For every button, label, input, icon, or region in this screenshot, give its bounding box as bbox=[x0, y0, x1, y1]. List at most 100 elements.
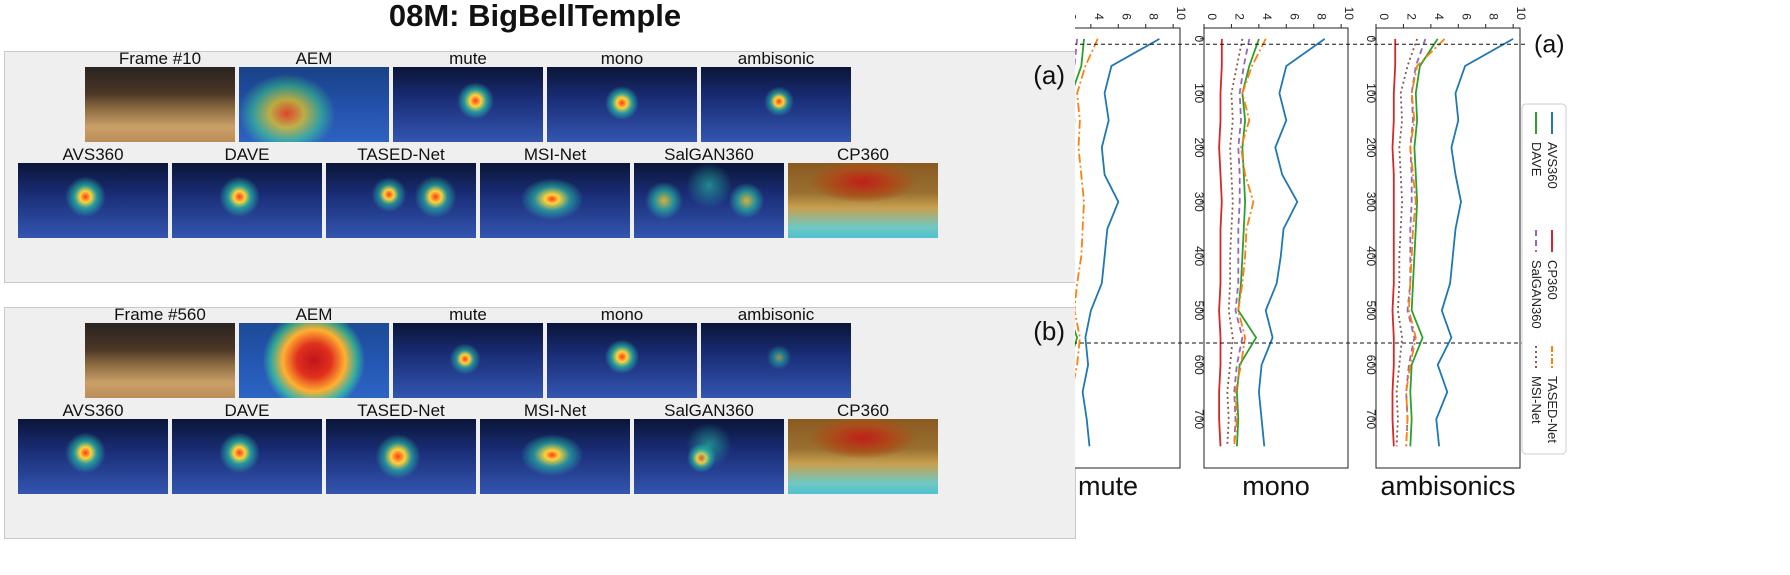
panel-a: (a) Frame #10 AEM mute mono ambisonic AV… bbox=[4, 49, 1076, 283]
plot-frame bbox=[1203, 27, 1349, 469]
series-line-msi-net bbox=[1226, 38, 1244, 447]
aem-label: AEM bbox=[295, 49, 333, 68]
salgan360-saliency-map bbox=[634, 419, 784, 494]
y-tick-label: 0 bbox=[1364, 36, 1378, 43]
dave-saliency-map bbox=[172, 419, 322, 494]
y-tick-label: 500 bbox=[1364, 300, 1378, 320]
chart-title: mute bbox=[1078, 471, 1138, 501]
y-tick-label: 600 bbox=[1364, 355, 1378, 375]
mute-saliency-map bbox=[393, 67, 543, 142]
legend-label: AVS360 bbox=[1545, 142, 1560, 189]
x-tick-label: 6 bbox=[1287, 13, 1301, 20]
y-tick-label: 600 bbox=[1192, 355, 1206, 375]
cp360-saliency-map bbox=[788, 163, 938, 238]
frame-label: Frame #560 bbox=[114, 305, 206, 324]
series-line-salgan360 bbox=[1233, 38, 1251, 447]
y-tick-label: 100 bbox=[1192, 83, 1206, 103]
x-tick-label: 4 bbox=[1432, 13, 1446, 20]
legend-label: CP360 bbox=[1545, 260, 1560, 300]
figure-title: 08M: BigBellTemple bbox=[388, 0, 682, 33]
ambisonic-label: ambisonic bbox=[737, 305, 815, 324]
chart-mute: 02468100100200300400500600700mute bbox=[1024, 7, 1188, 501]
series-line-avs360 bbox=[1257, 38, 1326, 447]
frame-image bbox=[85, 67, 235, 142]
aem-saliency-map bbox=[239, 323, 389, 398]
frame-marker-label: (a) bbox=[1534, 30, 1565, 58]
msi-net-saliency-map bbox=[480, 419, 630, 494]
avs360-label: AVS360 bbox=[62, 401, 124, 420]
series-line-avs360 bbox=[1081, 38, 1160, 447]
y-tick-label: 500 bbox=[1192, 300, 1206, 320]
x-tick-label: 4 bbox=[1260, 13, 1274, 20]
legend-label: DAVE bbox=[1529, 142, 1544, 177]
series-line-msi-net bbox=[1395, 38, 1418, 447]
series-line-avs360 bbox=[1435, 38, 1514, 447]
series-line-dave bbox=[1235, 38, 1260, 447]
dave-label: DAVE bbox=[224, 401, 270, 420]
panel-tag: (a) bbox=[1033, 60, 1065, 90]
dave-saliency-map bbox=[172, 163, 322, 238]
series-line-cp360 bbox=[1391, 38, 1397, 447]
x-tick-label: 6 bbox=[1119, 13, 1133, 20]
y-tick-label: 100 bbox=[1364, 83, 1378, 103]
x-tick-label: 4 bbox=[1092, 13, 1106, 20]
legend-box bbox=[1521, 103, 1567, 455]
ambisonic-label: ambisonic bbox=[737, 49, 815, 68]
tased-net-label: TASED-Net bbox=[357, 401, 445, 420]
panel-tag: (b) bbox=[1033, 316, 1065, 346]
ambisonic-saliency-map bbox=[701, 67, 851, 142]
x-tick-label: 0 bbox=[1377, 13, 1391, 20]
x-tick-label: 2 bbox=[1232, 13, 1246, 20]
series-line-tased-net bbox=[1405, 38, 1446, 447]
mute-label: mute bbox=[449, 305, 487, 324]
series-line-tased-net bbox=[1069, 38, 1099, 447]
series-line-cp360 bbox=[1218, 38, 1223, 447]
msi-net-label: MSI-Net bbox=[523, 145, 587, 164]
cp360-label: CP360 bbox=[837, 145, 889, 164]
y-tick-label: 400 bbox=[1364, 246, 1378, 266]
tased-net-saliency-map bbox=[326, 419, 476, 494]
series-line-tased-net bbox=[1233, 38, 1267, 447]
msi-net-saliency-map bbox=[480, 163, 630, 238]
y-tick-label: 0 bbox=[1192, 36, 1206, 43]
y-tick-label: 200 bbox=[1364, 137, 1378, 157]
mono-saliency-map bbox=[547, 323, 697, 398]
mono-label: mono bbox=[600, 305, 644, 324]
legend-label: MSI-Net bbox=[1529, 376, 1544, 424]
avs360-saliency-map bbox=[18, 163, 168, 238]
y-tick-label: 700 bbox=[1192, 409, 1206, 429]
aem-saliency-map bbox=[239, 67, 389, 142]
x-tick-label: 8 bbox=[1315, 13, 1329, 20]
frame-image bbox=[85, 323, 235, 398]
salgan360-saliency-map bbox=[634, 163, 784, 238]
salgan360-label: SalGAN360 bbox=[664, 145, 754, 164]
y-tick-label: 200 bbox=[1192, 137, 1206, 157]
series-line-dave bbox=[1409, 38, 1439, 447]
salgan360-label: SalGAN360 bbox=[664, 401, 754, 420]
mono-saliency-map bbox=[547, 67, 697, 142]
plot-frame bbox=[1035, 27, 1181, 469]
msi-net-label: MSI-Net bbox=[523, 401, 587, 420]
tased-net-label: TASED-Net bbox=[357, 145, 445, 164]
tased-net-saliency-map bbox=[326, 163, 476, 238]
legend-label: SalGAN360 bbox=[1529, 260, 1544, 329]
dave-label: DAVE bbox=[224, 145, 270, 164]
y-tick-label: 300 bbox=[1364, 192, 1378, 212]
chart-title: ambisonics bbox=[1380, 471, 1515, 501]
frame-label: Frame #10 bbox=[118, 49, 202, 68]
mono-label: mono bbox=[600, 49, 644, 68]
x-tick-label: 0 bbox=[1205, 13, 1219, 20]
avs360-saliency-map bbox=[18, 419, 168, 494]
cp360-saliency-map bbox=[788, 419, 938, 494]
avs360-label: AVS360 bbox=[62, 145, 124, 164]
series-line-salgan360 bbox=[1405, 38, 1427, 447]
mute-label: mute bbox=[449, 49, 487, 68]
saliency-line-charts: 02468100100200300400500600700mute0246810… bbox=[940, 0, 1790, 570]
x-tick-label: 10 bbox=[1342, 7, 1356, 21]
y-tick-label: 300 bbox=[1192, 192, 1206, 212]
x-tick-label: 8 bbox=[1487, 13, 1501, 20]
x-tick-label: 6 bbox=[1459, 13, 1473, 20]
